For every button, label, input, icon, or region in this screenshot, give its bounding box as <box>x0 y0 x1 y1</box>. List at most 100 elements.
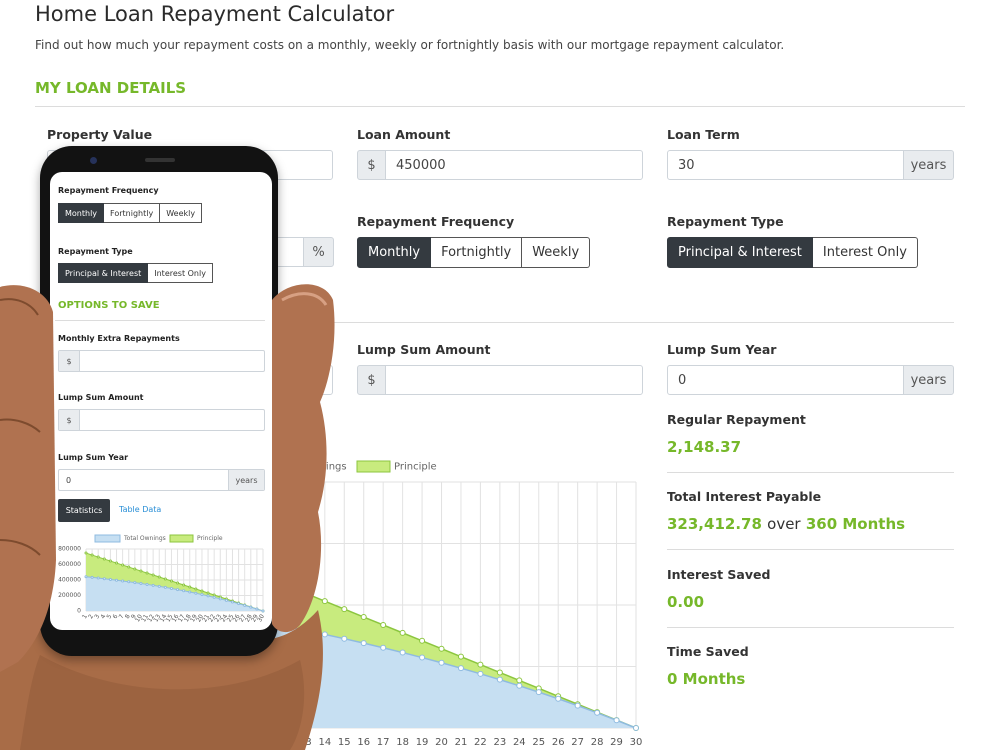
data-point <box>176 581 180 585</box>
data-point <box>212 595 216 599</box>
x-tick-label: 19 <box>416 737 429 748</box>
data-point <box>477 670 484 677</box>
loan-term-input[interactable]: 30 <box>667 150 904 180</box>
data-point <box>121 563 125 567</box>
data-point <box>249 605 253 609</box>
data-point <box>163 585 167 589</box>
data-point <box>380 621 387 628</box>
phone-input[interactable]: 0 years <box>58 469 265 491</box>
divider <box>667 549 954 550</box>
toggle-button[interactable]: Principal & Interest <box>667 237 813 268</box>
finger-crease <box>0 298 41 556</box>
input-suffix: % <box>303 237 334 267</box>
data-point <box>200 593 204 597</box>
toggle-button[interactable]: Fortnightly <box>104 203 161 223</box>
phone-camera <box>90 157 97 164</box>
data-point <box>115 561 119 565</box>
field-label: Lump Sum Year <box>667 342 777 357</box>
data-point <box>96 555 100 559</box>
toggle-button[interactable]: Weekly <box>160 203 203 223</box>
data-point <box>206 591 210 595</box>
toggle-button[interactable]: Principal & Interest <box>58 263 149 283</box>
x-tick-label: 19 <box>189 613 199 623</box>
tab-button[interactable]: Statistics <box>58 499 110 522</box>
field-label: Loan Term <box>667 127 740 142</box>
x-tick-label: 18 <box>183 613 193 623</box>
x-tick-label: 22 <box>207 613 217 623</box>
y-tick-label: 200000 <box>58 592 81 599</box>
data-point <box>237 602 241 606</box>
x-tick-label: 7 <box>118 613 126 620</box>
toggle-button[interactable]: Monthly <box>357 237 432 268</box>
result-label: Interest Saved <box>667 567 771 582</box>
data-point <box>169 579 173 583</box>
data-point <box>321 631 328 638</box>
data-point <box>360 640 367 647</box>
data-point <box>613 717 620 724</box>
lump-sum-amount-input[interactable] <box>385 365 643 395</box>
x-tick-label: 16 <box>357 737 370 748</box>
divider <box>35 106 965 107</box>
tab-link[interactable]: Table Data <box>119 505 162 514</box>
toggle-button[interactable]: Weekly <box>522 237 591 268</box>
lump-sum-year-input[interactable]: 0 <box>667 365 904 395</box>
y-tick-label: 600000 <box>58 561 81 568</box>
data-point <box>535 689 542 696</box>
result-value: 0 Months <box>667 670 746 688</box>
x-tick-label: 6 <box>112 613 120 620</box>
data-point <box>163 577 167 581</box>
legend-label: Principle <box>394 462 437 473</box>
x-tick-label: 23 <box>213 613 223 623</box>
toggle-button[interactable]: Fortnightly <box>431 237 523 268</box>
divider <box>667 472 954 473</box>
x-tick-label: 18 <box>396 737 409 748</box>
data-point <box>380 644 387 651</box>
x-tick-label: 14 <box>318 737 331 748</box>
data-point <box>127 565 131 569</box>
x-tick-label: 16 <box>171 613 181 623</box>
loan-amount-input[interactable]: 450000 <box>385 150 643 180</box>
x-tick-label: 24 <box>513 737 526 748</box>
data-point <box>457 665 464 672</box>
palm-shade <box>20 655 305 750</box>
data-point <box>516 682 523 689</box>
toggle-button[interactable]: Interest Only <box>148 263 213 283</box>
x-tick-label: 15 <box>165 613 175 623</box>
x-tick-label: 23 <box>493 737 506 748</box>
toggle-button[interactable]: Monthly <box>58 203 105 223</box>
x-tick-label: 27 <box>238 613 248 623</box>
x-tick-label: 9 <box>130 613 138 620</box>
phone-input[interactable]: $ <box>58 350 265 372</box>
section-heading: MY LOAN DETAILS <box>35 79 187 97</box>
x-tick-label: 24 <box>220 613 230 623</box>
data-point <box>188 590 192 594</box>
toggle-button[interactable]: Interest Only <box>812 237 918 268</box>
field-label: Repayment Frequency <box>357 214 515 229</box>
data-point <box>188 585 192 589</box>
x-tick-label: 2 <box>87 613 95 620</box>
data-point <box>108 577 112 581</box>
data-point <box>457 653 464 660</box>
result-label: Time Saved <box>667 644 749 659</box>
field-label: Loan Amount <box>357 127 451 142</box>
data-point <box>90 575 94 579</box>
data-point <box>145 582 149 586</box>
data-point <box>157 584 161 588</box>
x-tick-label: 20 <box>195 613 205 623</box>
data-point <box>96 576 100 580</box>
data-point <box>633 725 639 731</box>
x-tick-label: 17 <box>177 613 187 623</box>
result-amount: 323,412.78 <box>667 515 762 533</box>
x-tick-label: 5 <box>105 613 113 620</box>
divider <box>667 627 954 628</box>
result-value: 323,412.78 over 360 Months <box>667 515 905 533</box>
x-tick-label: 27 <box>571 737 584 748</box>
x-tick-label: 4 <box>99 613 107 620</box>
result-value: 2,148.37 <box>667 438 742 456</box>
data-point <box>115 578 119 582</box>
x-tick-label: 1 <box>81 613 89 620</box>
x-tick-label: 28 <box>244 613 254 623</box>
phone-input[interactable]: $ <box>58 409 265 431</box>
x-tick-label: 20 <box>435 737 448 748</box>
